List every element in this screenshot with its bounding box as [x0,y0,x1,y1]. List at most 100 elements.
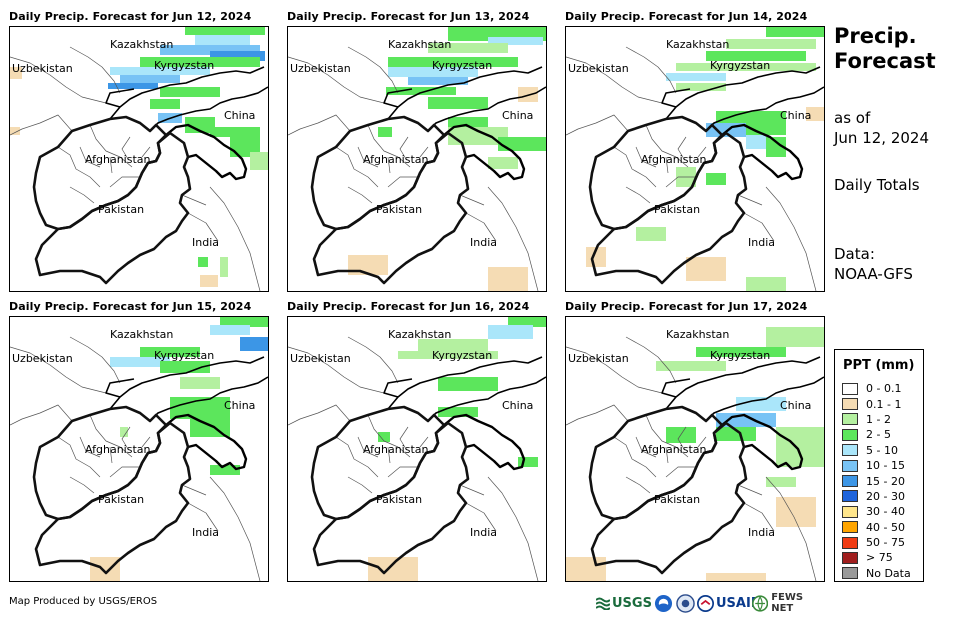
sidebar-asof-date: Jun 12, 2024 [834,129,930,147]
legend-label: 0.1 - 1 [866,397,902,411]
precip-cell [716,427,756,441]
map-label-uzbekistan: Uzbekistan [290,352,351,365]
china-border [721,413,804,471]
legend-swatch [842,382,858,395]
legend-item: 5 - 10 [842,443,911,458]
precip-cell [656,361,726,371]
map-label-afghanistan: Afghanistan [363,153,429,166]
legend-title: PPT (mm) [843,358,915,373]
precip-cell [586,247,606,267]
north-country-borders [383,356,546,422]
precip-cell [110,67,210,75]
logo-strip: USGS USAID FEWS NET [596,592,826,614]
precip-map-svg: Kazakhstan Uzbekistan Kyrgyzstan China Afgha… [288,317,546,581]
map-label-kazakhstan: Kazakhstan [388,38,451,51]
forecast-panel-jun17: Daily Precip. Forecast for Jun 17, 2024 … [565,300,825,583]
map-label-kazakhstan: Kazakhstan [110,38,173,51]
legend-label: No Data [866,566,911,580]
map-label-india: India [748,526,775,539]
legend-swatch [842,398,858,411]
precip-cell [448,117,488,127]
precip-cell [120,75,180,83]
legend-swatch [842,567,858,580]
map-label-kyrgyzstan: Kyrgyzstan [154,59,214,72]
usaid-logo: USAID [697,593,762,613]
map-label-afghanistan: Afghanistan [85,153,151,166]
map-label-china: China [780,109,811,122]
legend-label: 10 - 15 [866,459,905,473]
legend-swatch [842,551,858,564]
sidebar-data-value: NOAA-GFS [834,265,913,283]
map-label-afghanistan: Afghanistan [641,443,707,456]
sidebar-title-line2: Forecast [834,49,936,73]
north-country-borders [661,66,824,132]
precip-cell [180,377,220,389]
precip-cell [746,277,786,291]
map-label-uzbekistan: Uzbekistan [568,62,629,75]
north-country-borders [105,356,268,422]
legend-item: 30 - 40 [842,504,911,519]
precip-cell [676,83,726,91]
precip-cell [418,339,488,351]
precip-cell [736,397,786,411]
precip-cell [428,97,488,109]
panel-title: Daily Precip. Forecast for Jun 12, 2024 [9,10,252,23]
precip-cell [566,557,606,581]
map-frame: Kazakhstan Uzbekistan Kyrgyzstan China Afgha… [9,26,269,292]
precip-cell [388,57,518,67]
precip-cell [108,83,158,89]
north-country-borders [383,66,546,132]
pakistan-outline [34,131,192,285]
precip-cell [488,267,528,291]
precip-cell [185,117,215,133]
panel-title: Daily Precip. Forecast for Jun 17, 2024 [565,300,808,313]
map-label-pakistan: Pakistan [654,203,700,216]
usgs-wave-icon [596,597,610,610]
precip-cell [636,227,666,241]
precip-cell [766,137,786,157]
legend-swatch [842,475,858,488]
legend-item: > 75 [842,550,911,565]
legend-label: > 75 [866,551,893,565]
precip-cell [386,87,456,95]
legend-label: 40 - 50 [866,520,905,534]
map-label-uzbekistan: Uzbekistan [290,62,351,75]
map-label-kyrgyzstan: Kyrgyzstan [432,59,492,72]
map-label-uzbekistan: Uzbekistan [12,62,73,75]
legend-swatch [842,459,858,472]
precip-cell [488,325,533,339]
precip-cell [776,497,816,527]
legend-label: 20 - 30 [866,489,905,503]
legend-label: 5 - 10 [866,443,898,457]
panel-title: Daily Precip. Forecast for Jun 15, 2024 [9,300,252,313]
precip-cell [378,127,392,137]
precip-map-svg: Kazakhstan Uzbekistan Kyrgyzstan China Afgha… [566,27,824,291]
precip-cell [210,51,265,61]
legend-label: 0 - 0.1 [866,382,902,396]
legend-swatch [842,521,858,534]
precip-cell [806,107,824,121]
precip-cell [766,27,824,37]
precip-cell [160,87,220,97]
precip-cell [195,35,250,45]
precip-cell [10,127,20,135]
precip-cell [110,357,170,367]
precip-map-svg: Kazakhstan Uzbekistan Kyrgyzstan China Afgha… [10,27,268,291]
precip-cell [240,337,268,351]
precip-cell [706,173,726,185]
precip-cell [368,557,418,581]
map-label-pakistan: Pakistan [376,203,422,216]
precip-cell [726,39,816,49]
map-label-kyrgyzstan: Kyrgyzstan [154,349,214,362]
precip-cell [776,427,824,467]
precip-cell [398,351,498,359]
map-label-kyrgyzstan: Kyrgyzstan [432,349,492,362]
precip-cell [140,57,260,67]
map-label-kyrgyzstan: Kyrgyzstan [710,349,770,362]
precip-cell [90,557,120,581]
district-boundaries [10,336,261,581]
precip-cell [378,432,390,442]
legend-item: 50 - 75 [842,535,911,550]
